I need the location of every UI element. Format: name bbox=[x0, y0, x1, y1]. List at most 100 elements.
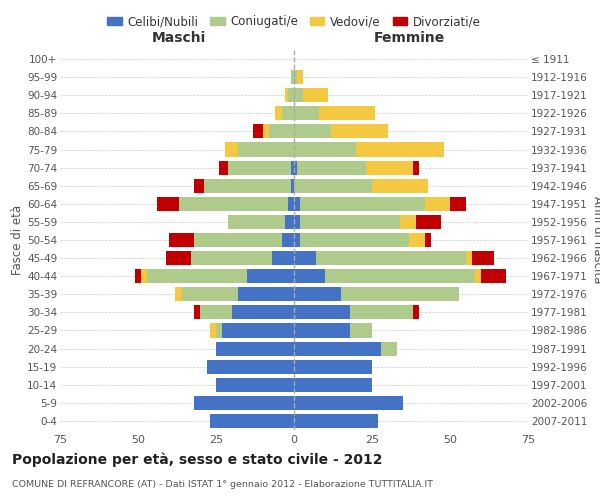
Bar bbox=[300, 215, 400, 229]
Bar bbox=[294, 197, 300, 211]
Bar bbox=[194, 178, 203, 193]
Bar bbox=[210, 324, 216, 338]
Bar bbox=[148, 269, 247, 283]
Bar bbox=[297, 160, 366, 174]
Bar bbox=[179, 197, 288, 211]
Bar bbox=[294, 414, 378, 428]
Bar bbox=[288, 88, 294, 102]
Bar bbox=[182, 287, 238, 302]
Bar bbox=[284, 215, 294, 229]
Bar bbox=[206, 360, 294, 374]
Bar bbox=[294, 251, 316, 265]
Bar bbox=[366, 160, 413, 174]
Bar bbox=[275, 106, 281, 120]
Bar bbox=[294, 306, 350, 320]
Bar bbox=[472, 251, 494, 265]
Bar bbox=[416, 215, 440, 229]
Bar bbox=[425, 197, 450, 211]
Bar bbox=[166, 251, 191, 265]
Bar bbox=[294, 342, 382, 355]
Bar bbox=[288, 197, 294, 211]
Bar bbox=[157, 197, 179, 211]
Bar bbox=[291, 178, 294, 193]
Bar bbox=[247, 269, 294, 283]
Text: Femmine: Femmine bbox=[374, 30, 445, 44]
Bar bbox=[400, 215, 416, 229]
Bar bbox=[284, 88, 288, 102]
Bar bbox=[191, 251, 272, 265]
Bar bbox=[316, 251, 466, 265]
Bar bbox=[229, 160, 291, 174]
Bar bbox=[450, 197, 466, 211]
Bar bbox=[350, 306, 413, 320]
Bar bbox=[169, 233, 194, 247]
Bar bbox=[294, 88, 304, 102]
Bar bbox=[413, 306, 419, 320]
Bar bbox=[294, 215, 300, 229]
Bar bbox=[222, 324, 294, 338]
Bar bbox=[141, 269, 148, 283]
Bar bbox=[194, 396, 294, 410]
Y-axis label: Fasce di età: Fasce di età bbox=[11, 205, 24, 275]
Bar bbox=[269, 124, 294, 138]
Bar bbox=[291, 70, 294, 84]
Legend: Celibi/Nubili, Coniugati/e, Vedovi/e, Divorziati/e: Celibi/Nubili, Coniugati/e, Vedovi/e, Di… bbox=[103, 10, 485, 32]
Bar bbox=[297, 70, 304, 84]
Text: COMUNE DI REFRANCORE (AT) - Dati ISTAT 1° gennaio 2012 - Elaborazione TUTTITALIA: COMUNE DI REFRANCORE (AT) - Dati ISTAT 1… bbox=[12, 480, 433, 489]
Bar bbox=[294, 178, 372, 193]
Bar bbox=[294, 324, 350, 338]
Bar bbox=[466, 251, 472, 265]
Bar bbox=[272, 251, 294, 265]
Bar bbox=[331, 124, 388, 138]
Bar bbox=[341, 287, 460, 302]
Bar bbox=[294, 142, 356, 156]
Bar bbox=[194, 306, 200, 320]
Bar bbox=[425, 233, 431, 247]
Bar bbox=[216, 342, 294, 355]
Bar bbox=[232, 306, 294, 320]
Bar bbox=[281, 233, 294, 247]
Bar bbox=[294, 106, 319, 120]
Bar bbox=[210, 414, 294, 428]
Bar bbox=[294, 396, 403, 410]
Bar bbox=[238, 287, 294, 302]
Bar bbox=[413, 160, 419, 174]
Bar bbox=[203, 178, 291, 193]
Bar bbox=[294, 360, 372, 374]
Bar bbox=[226, 142, 238, 156]
Bar bbox=[300, 233, 409, 247]
Bar bbox=[325, 269, 475, 283]
Bar bbox=[194, 233, 281, 247]
Bar bbox=[319, 106, 375, 120]
Bar bbox=[356, 142, 444, 156]
Bar bbox=[216, 324, 222, 338]
Bar bbox=[281, 106, 294, 120]
Bar bbox=[238, 142, 294, 156]
Y-axis label: Anni di nascita: Anni di nascita bbox=[591, 196, 600, 284]
Bar bbox=[294, 269, 325, 283]
Bar bbox=[294, 378, 372, 392]
Bar bbox=[409, 233, 425, 247]
Bar bbox=[229, 215, 284, 229]
Bar bbox=[135, 269, 141, 283]
Bar bbox=[481, 269, 506, 283]
Bar bbox=[350, 324, 372, 338]
Bar bbox=[200, 306, 232, 320]
Bar bbox=[382, 342, 397, 355]
Bar bbox=[475, 269, 481, 283]
Bar bbox=[216, 378, 294, 392]
Bar bbox=[263, 124, 269, 138]
Text: Maschi: Maschi bbox=[151, 30, 206, 44]
Bar bbox=[294, 70, 297, 84]
Bar bbox=[294, 233, 300, 247]
Bar bbox=[175, 287, 182, 302]
Bar bbox=[219, 160, 229, 174]
Bar bbox=[294, 160, 297, 174]
Text: Popolazione per età, sesso e stato civile - 2012: Popolazione per età, sesso e stato civil… bbox=[12, 452, 383, 467]
Bar bbox=[300, 197, 425, 211]
Bar bbox=[253, 124, 263, 138]
Bar bbox=[372, 178, 428, 193]
Bar bbox=[294, 287, 341, 302]
Bar bbox=[291, 160, 294, 174]
Bar bbox=[294, 124, 331, 138]
